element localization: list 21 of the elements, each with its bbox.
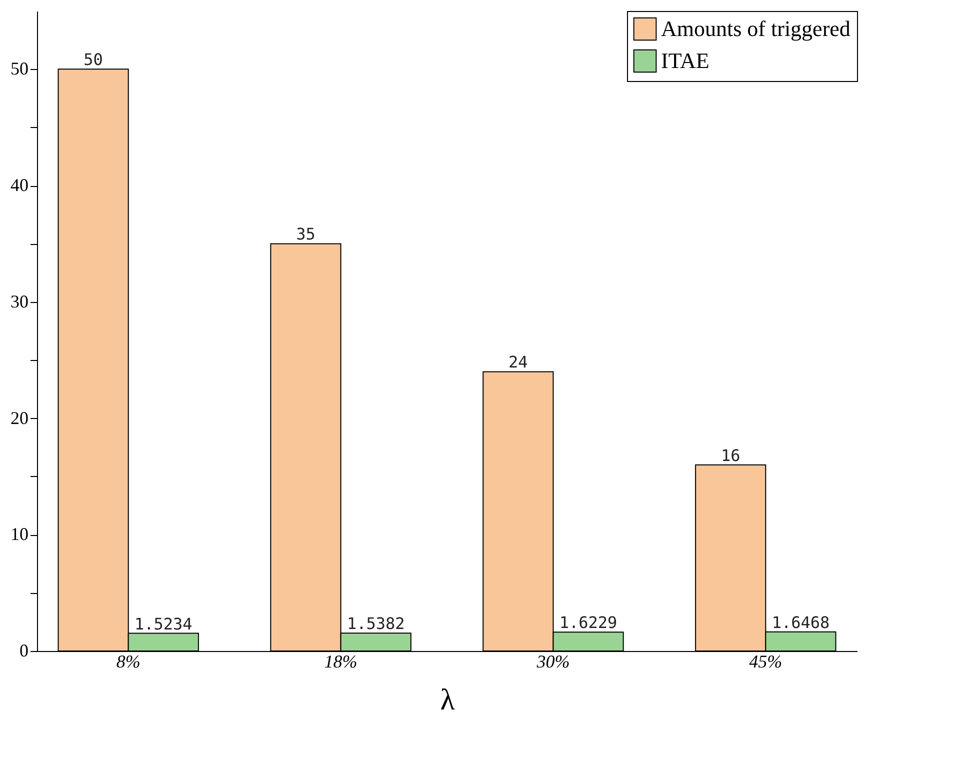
x-tick-label: 18% <box>324 652 358 672</box>
legend-label: Amounts of triggered <box>661 16 850 41</box>
x-axis-title: λ <box>440 684 456 716</box>
x-tick-label: 8% <box>116 652 140 672</box>
data-label: 1.6229 <box>559 613 618 632</box>
data-label: 1.5382 <box>346 614 405 634</box>
y-tick-label: 30 <box>10 291 28 312</box>
x-tick-label: 45% <box>749 652 782 672</box>
y-tick-label: 40 <box>10 175 28 196</box>
data-label: 1.6468 <box>772 612 830 632</box>
data-label: 16 <box>720 446 740 465</box>
y-tick-label: 50 <box>10 58 28 79</box>
data-label: 24 <box>508 352 528 372</box>
y-tick-label: 0 <box>20 640 28 660</box>
data-label: 1.5234 <box>134 614 192 634</box>
data-label: 35 <box>296 224 316 244</box>
data-label: 50 <box>84 50 103 70</box>
y-tick-label: 20 <box>10 408 28 428</box>
y-tick-label: 10 <box>10 524 28 544</box>
legend-label: ITAE <box>661 48 710 73</box>
x-tick-label: 30% <box>536 652 570 672</box>
